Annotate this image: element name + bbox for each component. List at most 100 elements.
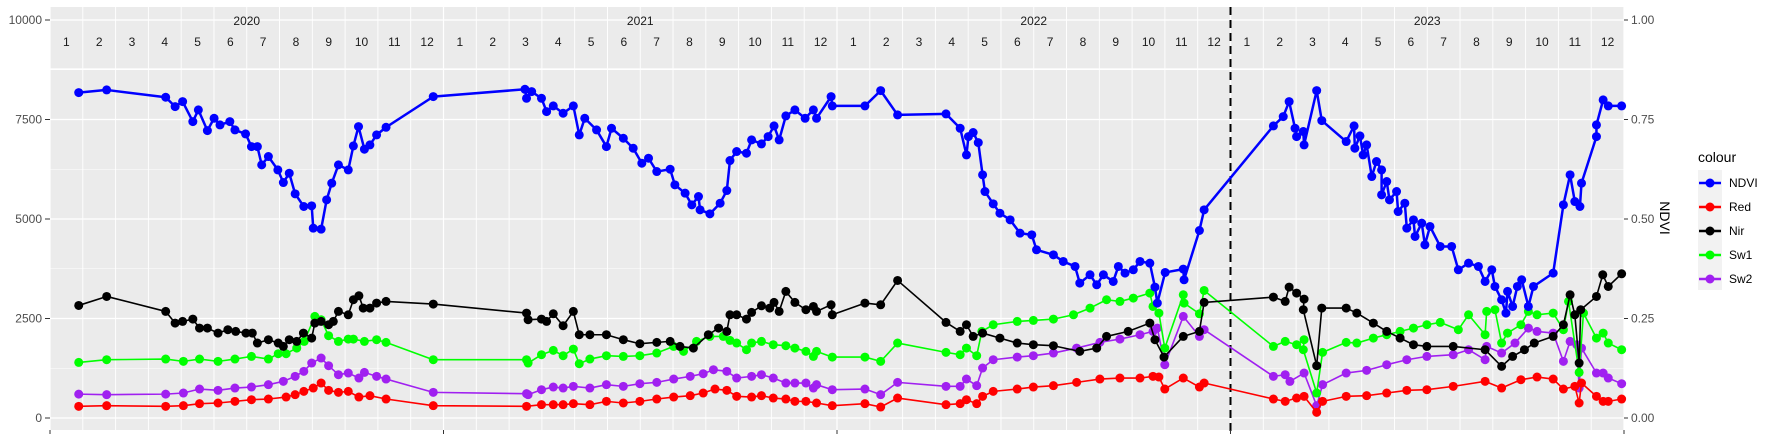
ndvi-point (1402, 223, 1412, 233)
ndvi-point (1501, 308, 1511, 318)
ndvi-point (372, 130, 382, 140)
sw1-point (292, 343, 302, 353)
red-point (536, 400, 546, 410)
red-point (1362, 391, 1372, 401)
nir-point (1317, 303, 1327, 313)
legend-label-ndvi: NDVI (1729, 176, 1758, 190)
ndvi-point (178, 97, 188, 107)
nir-point (812, 306, 822, 316)
month-label: 4 (555, 35, 562, 49)
red-point (972, 399, 982, 409)
ndvi-point (1341, 137, 1351, 147)
nir-point (381, 296, 391, 306)
sw2-point (732, 373, 742, 383)
nir-point (893, 275, 903, 285)
sw1-point (790, 343, 800, 353)
red-point (161, 401, 171, 411)
legend-key-point-sw1 (1705, 250, 1715, 260)
nir-point (263, 335, 273, 345)
ndvi-point (1135, 256, 1145, 266)
red-point (1532, 372, 1542, 382)
month-label: 7 (1047, 35, 1054, 49)
nir-point (1284, 282, 1294, 292)
nir-point (298, 328, 308, 338)
ndvi-point (1075, 278, 1085, 288)
nir-point (195, 323, 205, 333)
red-point (381, 394, 391, 404)
sw1-point (1028, 315, 1038, 325)
ndvi-point (800, 113, 810, 123)
ndvi-point (1512, 281, 1522, 291)
nir-point (1617, 269, 1627, 279)
nir-point (1576, 305, 1586, 315)
sw1-point (1178, 290, 1188, 300)
month-label: 10 (355, 35, 369, 49)
red-point (893, 393, 903, 403)
sw2-point (372, 371, 382, 381)
red-point (213, 398, 223, 408)
sw1-point (955, 350, 965, 360)
sw2-point (1558, 356, 1568, 366)
ndvi-point (687, 200, 697, 210)
ndvi-point (628, 143, 638, 153)
sw2-point (585, 383, 595, 393)
red-point (324, 385, 334, 395)
nir-point (675, 341, 685, 351)
sw1-point (1548, 308, 1558, 318)
nir-point (241, 328, 251, 338)
ndvi-point (290, 189, 300, 199)
ndvi-point (1603, 101, 1613, 111)
sw2-point (1280, 370, 1290, 380)
sw1-point (756, 336, 766, 346)
ndvi-point (1092, 280, 1102, 290)
ndvi-point (693, 192, 703, 202)
nir-point (213, 328, 223, 338)
ndvi-point (827, 101, 837, 111)
nir-point (1529, 338, 1539, 348)
nir-point (343, 310, 353, 320)
year-label: 2021 (627, 14, 654, 28)
red-point (860, 399, 870, 409)
ndvi-point (756, 139, 766, 149)
month-label: 6 (1408, 35, 1415, 49)
legend-key-point-nir (1705, 226, 1715, 236)
ndvi-point (1145, 258, 1155, 268)
red-point (1480, 376, 1490, 386)
ndvi-point (257, 160, 267, 170)
ndvi-point (1503, 286, 1513, 296)
ndvi-point (968, 128, 978, 138)
month-label: 11 (388, 35, 401, 49)
sw2-point (652, 377, 662, 387)
ndvi-point (161, 92, 171, 102)
nir-point (328, 316, 338, 326)
sw2-point (381, 374, 391, 384)
legend-label-sw2: Sw2 (1729, 272, 1753, 286)
ndvi-point (548, 101, 558, 111)
sw2-point (316, 353, 326, 363)
sw2-point (790, 378, 800, 388)
ndvi-point (1199, 205, 1209, 215)
nir-point (1574, 358, 1584, 368)
legend-label-sw1: Sw1 (1729, 248, 1753, 262)
ndvi-point (1179, 275, 1189, 285)
nir-point (574, 330, 584, 340)
sw1-point (1497, 338, 1507, 348)
ndvi-point (1027, 230, 1037, 240)
sw2-point (278, 376, 288, 386)
left-axis-tick-label: 2500 (15, 312, 42, 326)
sw1-point (195, 354, 205, 364)
ndvi-point (637, 158, 647, 168)
sw1-point (536, 350, 546, 360)
ndvi-point (343, 165, 353, 175)
sw2-point (1617, 379, 1627, 389)
nir-point (1558, 320, 1568, 330)
right-axis-title: NDVI (1657, 201, 1673, 234)
sw1-point (1591, 333, 1601, 343)
sw1-point (548, 345, 558, 355)
month-label: 11 (1175, 35, 1188, 49)
ndvi-point (170, 102, 180, 112)
sw1-point (1298, 345, 1308, 355)
sw1-point (348, 334, 358, 344)
ndvi-point (1317, 116, 1327, 126)
sw2-point (812, 380, 822, 390)
